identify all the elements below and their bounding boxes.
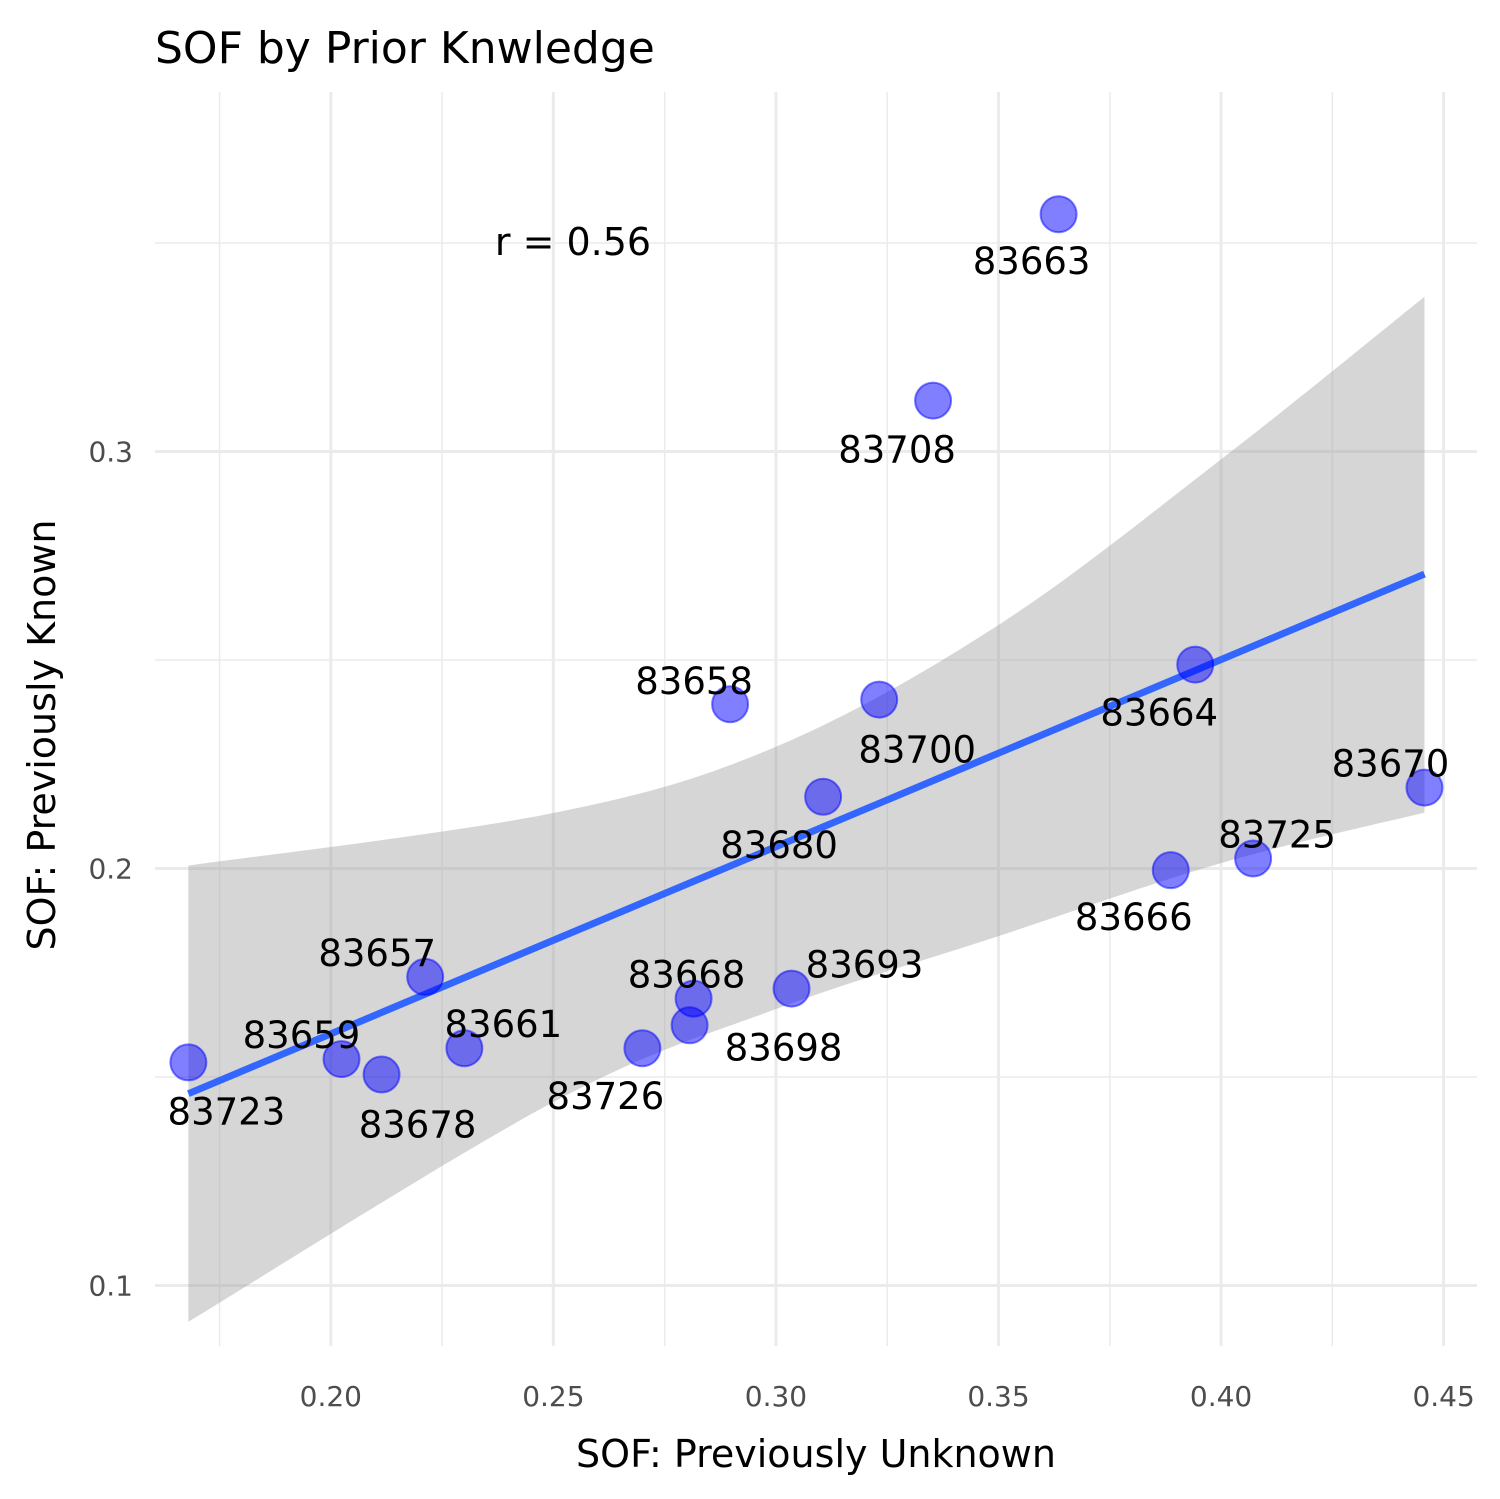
scatter-point bbox=[406, 957, 445, 996]
point-label: 83659 bbox=[243, 1014, 361, 1057]
point-label: 83663 bbox=[973, 240, 1091, 283]
scatter-point bbox=[1151, 851, 1190, 890]
point-label: 83670 bbox=[1332, 743, 1450, 786]
point-label: 83680 bbox=[720, 824, 838, 867]
y-tick-label: 0.3 bbox=[88, 435, 133, 468]
x-tick-label: 0.30 bbox=[745, 1380, 807, 1413]
point-labels-layer: 83663 83708 83658 83664 83700 83670 83680 83725… bbox=[168, 240, 1450, 1146]
scatter-point bbox=[1405, 768, 1444, 807]
regression-line bbox=[187, 570, 1426, 1097]
confidence-band bbox=[188, 296, 1425, 1322]
point-label: 83693 bbox=[806, 944, 924, 987]
point-label: 83708 bbox=[838, 429, 956, 472]
scatter-point bbox=[804, 777, 843, 816]
y-tick-labels: 0.1 0.2 0.3 bbox=[88, 435, 133, 1302]
scatter-point bbox=[670, 1006, 709, 1045]
point-label: 83678 bbox=[359, 1104, 477, 1147]
y-tick-label: 0.1 bbox=[88, 1270, 133, 1303]
scatter-point bbox=[772, 969, 811, 1008]
scatter-point bbox=[1039, 195, 1078, 234]
point-label: 83723 bbox=[168, 1090, 286, 1133]
x-axis-title: SOF: Previously Unknown bbox=[576, 1432, 1056, 1476]
point-label: 83664 bbox=[1100, 692, 1218, 735]
scatter-point bbox=[1234, 839, 1273, 878]
regression-layer bbox=[187, 570, 1426, 1097]
grid bbox=[155, 92, 1477, 1346]
scatter-point bbox=[1176, 645, 1215, 684]
point-label: 83668 bbox=[628, 954, 746, 997]
points-layer bbox=[169, 195, 1444, 1094]
point-label: 83657 bbox=[318, 932, 436, 975]
scatter-point bbox=[914, 381, 953, 420]
scatter-point bbox=[711, 685, 750, 724]
confidence-band-area bbox=[188, 296, 1425, 1322]
scatter-point bbox=[322, 1040, 361, 1079]
y-tick-label: 0.2 bbox=[88, 853, 133, 886]
x-tick-label: 0.20 bbox=[300, 1380, 362, 1413]
point-label: 83658 bbox=[635, 660, 753, 703]
point-label: 83726 bbox=[547, 1075, 665, 1118]
scatter-point bbox=[169, 1043, 208, 1082]
x-tick-label: 0.35 bbox=[967, 1380, 1029, 1413]
point-label: 83698 bbox=[725, 1026, 843, 1069]
y-axis-title: SOF: Previously Known bbox=[20, 520, 64, 951]
scatter-point bbox=[362, 1055, 401, 1094]
scatter-point bbox=[445, 1029, 484, 1068]
x-tick-labels: 0.20 0.25 0.30 0.35 0.40 0.45 bbox=[300, 1380, 1475, 1413]
chart-title: SOF by Prior Knwledge bbox=[155, 23, 655, 74]
point-label: 83661 bbox=[445, 1003, 563, 1046]
scatter-point bbox=[860, 680, 899, 719]
point-label: 83700 bbox=[858, 729, 976, 772]
correlation-annotation: r = 0.56 bbox=[495, 220, 651, 264]
x-tick-label: 0.25 bbox=[522, 1380, 584, 1413]
x-tick-label: 0.45 bbox=[1412, 1380, 1474, 1413]
point-label: 83666 bbox=[1075, 896, 1193, 939]
x-tick-label: 0.40 bbox=[1190, 1380, 1252, 1413]
scatter-point bbox=[623, 1029, 662, 1068]
point-label: 83725 bbox=[1218, 813, 1336, 856]
